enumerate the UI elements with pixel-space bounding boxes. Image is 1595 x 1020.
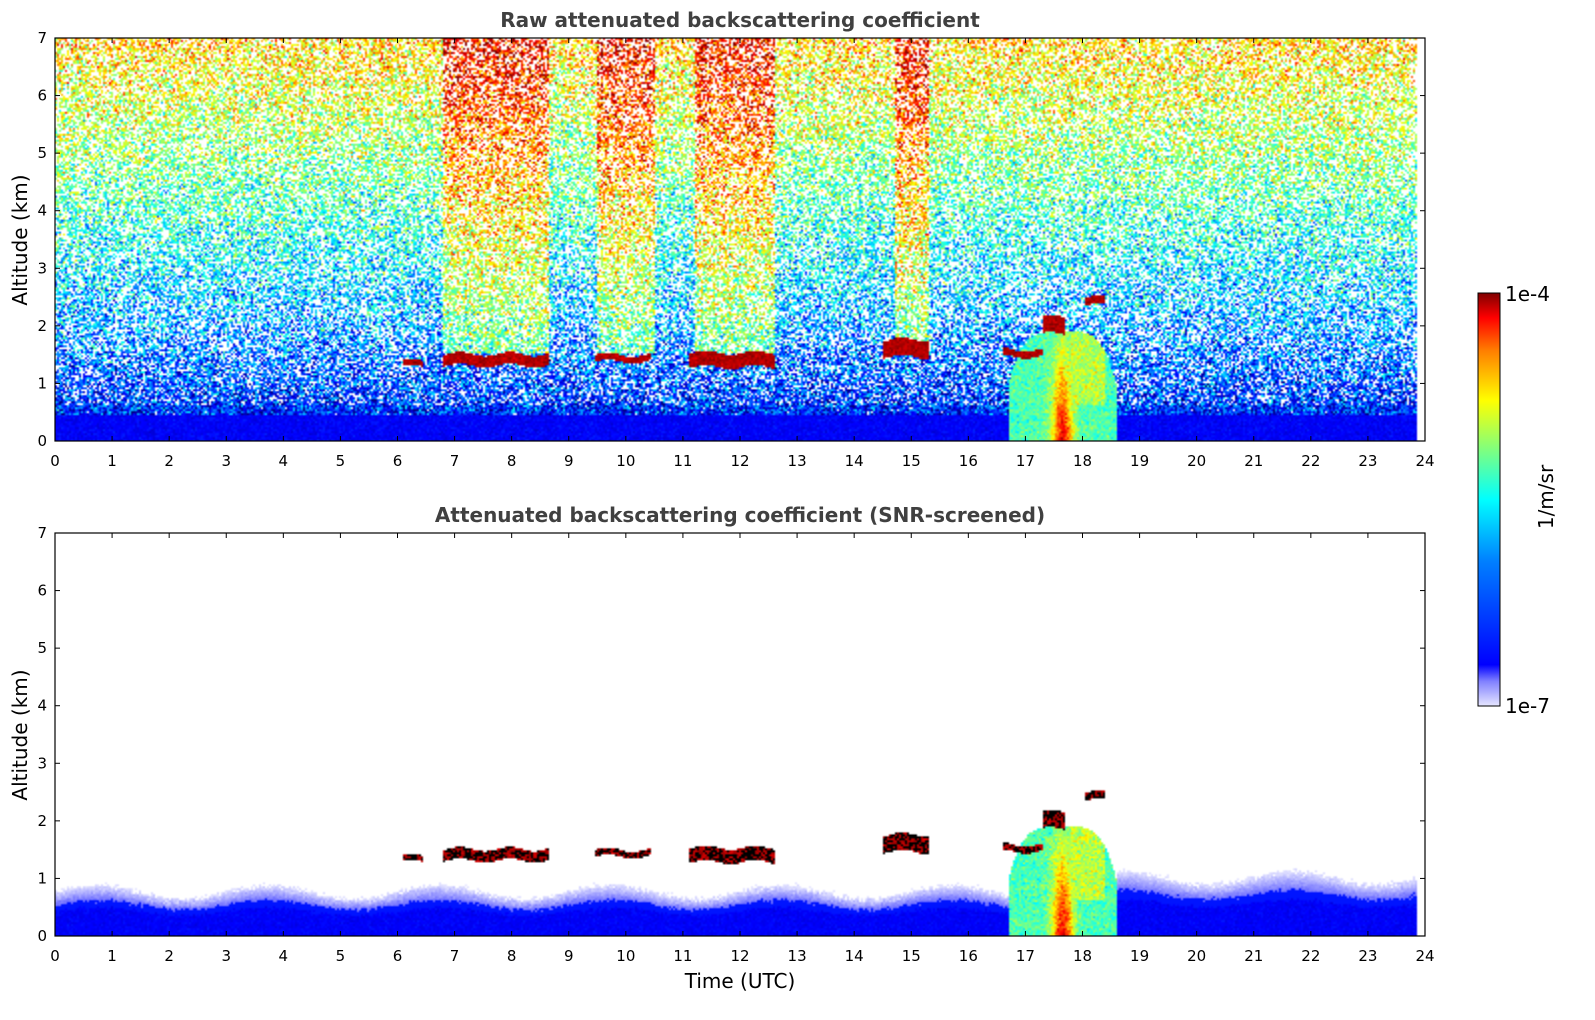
y-tick-label: 1	[37, 869, 47, 887]
colorbar: 1e-4 1e-7 1/m/sr	[1477, 282, 1558, 718]
x-tick-label: 19	[1130, 452, 1149, 470]
screened-y-ticks: 0 1 2 3 4 5 6 7	[37, 524, 1425, 945]
x-tick-label: 17	[1016, 947, 1035, 965]
screened-backscatter-heatmap	[55, 533, 1425, 936]
x-tick-label: 1	[107, 947, 117, 965]
y-tick-label: 7	[37, 29, 47, 47]
x-axis-label: Time (UTC)	[684, 969, 796, 993]
x-tick-label: 3	[221, 452, 231, 470]
colorbar-gradient	[1477, 292, 1501, 707]
raw-backscatter-panel: Raw attenuated backscattering coefficien…	[8, 8, 1435, 470]
screened-y-axis-label: Altitude (km)	[8, 669, 32, 800]
x-tick-label: 21	[1244, 947, 1263, 965]
y-tick-label: 5	[37, 639, 47, 657]
x-tick-label: 22	[1301, 452, 1320, 470]
x-tick-label: 14	[845, 947, 864, 965]
y-tick-label: 2	[37, 812, 47, 830]
x-tick-label: 14	[845, 452, 864, 470]
x-tick-label: 22	[1301, 947, 1320, 965]
x-tick-label: 12	[730, 452, 749, 470]
y-tick-label: 6	[37, 87, 47, 105]
x-tick-label: 6	[393, 947, 403, 965]
raw-heatmap-area	[55, 38, 1425, 441]
raw-y-ticks: 0 1 2 3 4 5 6 7	[37, 29, 1425, 450]
x-tick-label: 9	[564, 452, 574, 470]
y-tick-label: 0	[37, 432, 47, 450]
x-tick-label: 19	[1130, 947, 1149, 965]
x-tick-label: 23	[1358, 452, 1377, 470]
y-tick-label: 0	[37, 927, 47, 945]
screened-x-ticks: 0 1 2 3 4 5 6 7 8 9 10 11 12 13 14 15 16 17 18 19 20 21 22 23 24	[50, 533, 1435, 965]
x-tick-label: 18	[1073, 452, 1092, 470]
x-tick-label: 7	[450, 452, 460, 470]
x-tick-label: 4	[279, 947, 289, 965]
x-tick-label: 11	[673, 947, 692, 965]
x-tick-label: 16	[959, 947, 978, 965]
raw-y-axis-label: Altitude (km)	[8, 174, 32, 305]
x-tick-label: 15	[902, 452, 921, 470]
x-tick-label: 1	[107, 452, 117, 470]
y-tick-label: 5	[37, 144, 47, 162]
x-tick-label: 20	[1187, 452, 1206, 470]
x-tick-label: 2	[164, 947, 174, 965]
raw-panel-title: Raw attenuated backscattering coefficien…	[500, 8, 980, 32]
x-tick-label: 11	[673, 452, 692, 470]
y-tick-label: 4	[37, 697, 47, 715]
x-tick-label: 7	[450, 947, 460, 965]
x-tick-label: 23	[1358, 947, 1377, 965]
y-tick-label: 7	[37, 524, 47, 542]
x-tick-label: 17	[1016, 452, 1035, 470]
x-tick-label: 3	[221, 947, 231, 965]
y-tick-label: 3	[37, 259, 47, 277]
x-tick-label: 6	[393, 452, 403, 470]
x-tick-label: 20	[1187, 947, 1206, 965]
colorbar-unit-label: 1/m/sr	[1534, 464, 1558, 529]
x-tick-label: 4	[279, 452, 289, 470]
screened-panel-title: Attenuated backscattering coefficient (S…	[435, 503, 1045, 527]
x-tick-label: 16	[959, 452, 978, 470]
x-tick-label: 5	[336, 947, 346, 965]
raw-x-ticks: 0 1 2 3 4 5 6 7 8 9 10 11 12 13 14 15 16 17 18 19 20 21 22 23 24	[50, 38, 1435, 470]
x-tick-label: 0	[50, 452, 60, 470]
x-tick-label: 8	[507, 947, 517, 965]
screened-backscatter-panel: Attenuated backscattering coefficient (S…	[8, 503, 1435, 993]
y-tick-label: 2	[37, 317, 47, 335]
x-tick-label: 15	[902, 947, 921, 965]
y-tick-label: 1	[37, 374, 47, 392]
x-tick-label: 24	[1415, 452, 1434, 470]
raw-backscatter-heatmap	[55, 38, 1425, 441]
screened-heatmap-area	[55, 533, 1425, 936]
y-tick-label: 3	[37, 754, 47, 772]
x-tick-label: 5	[336, 452, 346, 470]
x-tick-label: 24	[1415, 947, 1434, 965]
x-tick-label: 8	[507, 452, 517, 470]
x-tick-label: 13	[788, 452, 807, 470]
y-tick-label: 6	[37, 582, 47, 600]
x-tick-label: 21	[1244, 452, 1263, 470]
colorbar-min-label: 1e-7	[1505, 694, 1550, 718]
x-tick-label: 10	[616, 947, 635, 965]
x-tick-label: 0	[50, 947, 60, 965]
x-tick-label: 2	[164, 452, 174, 470]
x-tick-label: 10	[616, 452, 635, 470]
x-tick-label: 18	[1073, 947, 1092, 965]
y-tick-label: 4	[37, 202, 47, 220]
x-tick-label: 13	[788, 947, 807, 965]
x-tick-label: 9	[564, 947, 574, 965]
x-tick-label: 12	[730, 947, 749, 965]
colorbar-max-label: 1e-4	[1505, 282, 1550, 306]
